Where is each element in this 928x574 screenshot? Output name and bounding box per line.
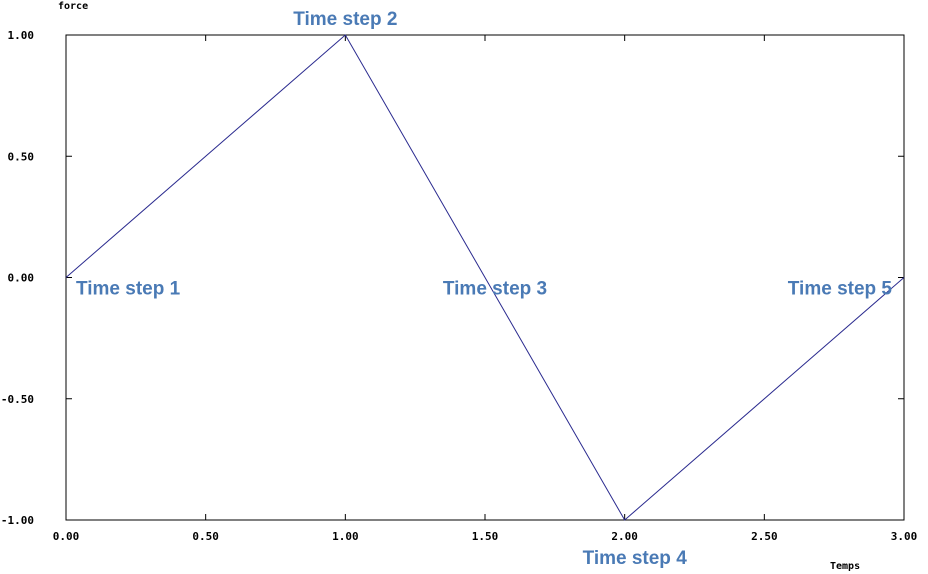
annotations: Time step 1 Time step 2 Time step 3 Time st… (76, 9, 892, 569)
series-line (65, 34, 905, 521)
y-tick-label: 0.50 (8, 150, 35, 163)
y-tick-label: -0.50 (1, 393, 34, 406)
annotation-time-step-2: Time step 2 (293, 9, 397, 30)
y-tick-label: -1.00 (1, 514, 34, 527)
annotation-time-step-4: Time step 4 (583, 548, 688, 569)
annotation-time-step-3: Time step 3 (443, 279, 547, 300)
x-tick-label: 1.50 (472, 530, 499, 543)
y-tick-label: 0.00 (8, 272, 35, 285)
annotation-time-step-5: Time step 5 (788, 279, 893, 300)
tick-labels: 0.00 0.50 1.00 1.50 2.00 2.50 3.00 1.00 0.50 0.00… (1, 29, 917, 543)
x-tick-label: 2.50 (751, 530, 778, 543)
axis-ticks (65, 34, 905, 521)
y-tick-label: 1.00 (8, 29, 35, 42)
annotation-time-step-1: Time step 1 (76, 279, 181, 300)
x-axis-label: Temps (830, 561, 860, 572)
x-tick-label: 0.50 (192, 530, 219, 543)
y-axis-label: force (58, 1, 88, 12)
x-tick-label: 3.00 (891, 530, 918, 543)
x-tick-label: 1.00 (332, 530, 359, 543)
x-tick-label: 2.00 (611, 530, 638, 543)
x-tick-label: 0.00 (53, 530, 80, 543)
